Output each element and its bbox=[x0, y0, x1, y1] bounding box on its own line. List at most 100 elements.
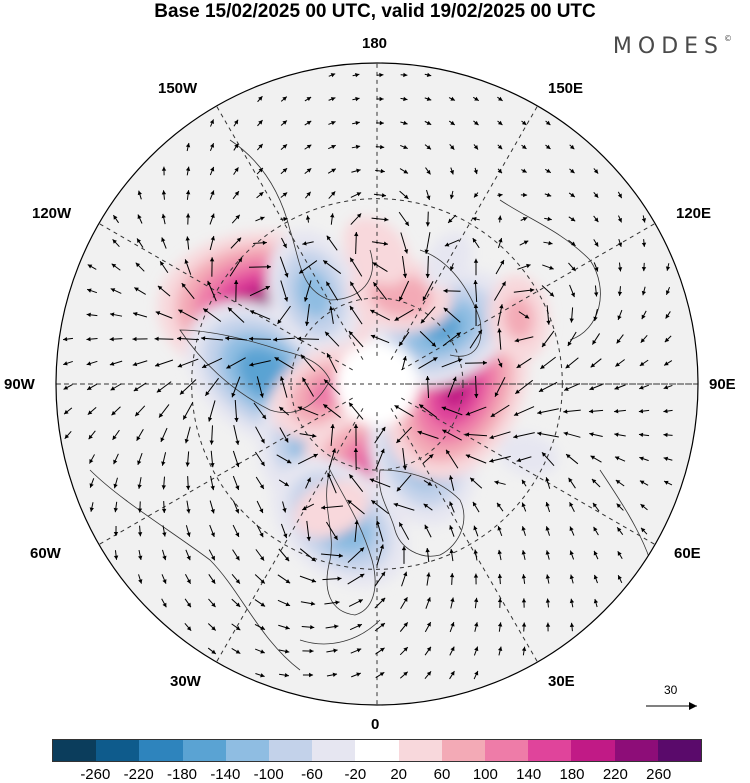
wind-arrow bbox=[323, 379, 341, 395]
wind-arrow bbox=[473, 549, 478, 561]
wind-arrow bbox=[253, 240, 267, 246]
wind-arrow bbox=[87, 264, 97, 270]
wind-arrow bbox=[328, 121, 336, 126]
wind-arrow bbox=[494, 480, 506, 485]
wind-arrow bbox=[330, 213, 335, 225]
wind-arrow bbox=[513, 288, 535, 293]
wind-arrow bbox=[375, 647, 385, 655]
meridian-line bbox=[98, 397, 353, 545]
wind-arrow bbox=[473, 144, 479, 150]
wind-arrow bbox=[489, 431, 511, 440]
wind-arrow bbox=[422, 453, 434, 465]
wind-arrow bbox=[303, 280, 312, 302]
wind-arrow bbox=[347, 573, 365, 585]
wind-arrow bbox=[249, 360, 271, 367]
wind-arrow bbox=[569, 307, 574, 323]
anomaly-contour bbox=[293, 479, 370, 539]
wind-arrow bbox=[641, 239, 647, 247]
wind-arrow bbox=[255, 476, 265, 490]
wind-arrow bbox=[569, 144, 575, 150]
wind-arrow bbox=[565, 453, 579, 465]
wind-arrow bbox=[497, 549, 502, 561]
wind-arrow bbox=[296, 336, 320, 341]
wind-arrow bbox=[593, 262, 599, 272]
wind-arrow bbox=[254, 623, 266, 631]
wind-arrow bbox=[322, 576, 342, 581]
wind-arrow bbox=[497, 573, 503, 585]
wind-arrow bbox=[109, 360, 123, 366]
wind-arrow bbox=[324, 331, 340, 347]
map-border bbox=[55, 62, 699, 706]
wind-arrow bbox=[233, 167, 239, 175]
wind-arrow bbox=[401, 356, 407, 370]
wind-arrow bbox=[232, 190, 240, 200]
wind-arrow bbox=[424, 120, 432, 126]
wind-arrow bbox=[545, 477, 551, 489]
wind-arrow bbox=[376, 72, 384, 78]
wind-arrow bbox=[396, 426, 412, 444]
wind-arrow bbox=[393, 502, 415, 511]
wind-arrow bbox=[184, 426, 191, 444]
wind-arrow bbox=[353, 447, 359, 471]
wind-arrow bbox=[374, 622, 386, 632]
wind-arrow bbox=[593, 239, 599, 247]
wind-arrow bbox=[255, 426, 265, 444]
wind-arrow bbox=[177, 358, 199, 368]
wind-arrow bbox=[62, 336, 74, 342]
wind-arrow bbox=[254, 451, 266, 467]
wind-arrow bbox=[109, 336, 123, 342]
wind-arrow bbox=[257, 95, 263, 103]
wind-arrow bbox=[208, 598, 216, 608]
wind-arrow bbox=[113, 550, 119, 560]
wind-arrow bbox=[279, 672, 289, 678]
wind-arrow bbox=[422, 281, 434, 301]
wind-arrow bbox=[110, 288, 122, 294]
wind-arrow bbox=[254, 648, 266, 654]
meridian-line bbox=[390, 408, 538, 663]
wind-arrow bbox=[425, 167, 431, 175]
wind-arrow bbox=[184, 259, 192, 275]
wind-arrow bbox=[300, 601, 316, 606]
wind-arrow bbox=[398, 522, 410, 540]
wind-arrow bbox=[280, 192, 288, 198]
lon-label-150e: 150E bbox=[548, 80, 584, 97]
wind-arrow bbox=[663, 456, 673, 461]
wind-arrow bbox=[563, 431, 581, 438]
wind-arrow bbox=[425, 597, 431, 609]
wind-arrow bbox=[497, 646, 503, 656]
wind-arrow bbox=[514, 336, 534, 343]
wind-arrow bbox=[545, 526, 551, 536]
wind-arrow bbox=[227, 307, 245, 323]
wind-arrow bbox=[496, 502, 504, 512]
wind-arrow bbox=[521, 646, 527, 656]
wind-arrow bbox=[425, 255, 430, 279]
wind-arrow bbox=[497, 168, 503, 174]
wind-arrow bbox=[593, 285, 599, 297]
wind-arrow bbox=[320, 505, 344, 510]
wind-arrow bbox=[161, 237, 167, 249]
wind-arrow bbox=[302, 672, 314, 678]
wind-arrow bbox=[569, 550, 575, 560]
wind-arrow bbox=[473, 573, 479, 585]
wind-arrow bbox=[614, 432, 626, 437]
wind-arrow bbox=[375, 520, 384, 542]
wind-arrow bbox=[304, 96, 312, 102]
wind-arrow bbox=[449, 144, 455, 150]
wind-arrow bbox=[209, 235, 215, 251]
wind-arrow bbox=[185, 476, 191, 490]
wind-arrow bbox=[327, 472, 337, 494]
wind-arrow bbox=[569, 574, 574, 584]
wind-arrow bbox=[514, 379, 534, 395]
wind-arrow bbox=[473, 646, 479, 656]
wind-arrow bbox=[497, 237, 503, 249]
colorbar-swatch bbox=[269, 740, 313, 761]
wind-arrow bbox=[301, 503, 315, 511]
wind-arrow bbox=[161, 213, 166, 225]
wind-arrow bbox=[376, 120, 384, 126]
wind-arrow bbox=[447, 214, 457, 224]
wind-arrow bbox=[516, 357, 532, 369]
wind-arrow bbox=[469, 477, 483, 489]
wind-arrow bbox=[665, 287, 671, 295]
wind-arrow bbox=[521, 526, 526, 536]
wind-arrow bbox=[209, 524, 215, 538]
